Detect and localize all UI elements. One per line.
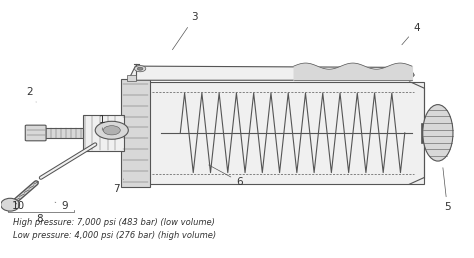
Text: 6: 6 (209, 165, 243, 187)
Polygon shape (128, 66, 414, 80)
Text: 7: 7 (113, 179, 124, 194)
Text: 3: 3 (173, 12, 198, 50)
Text: 5: 5 (443, 168, 451, 212)
Text: Low pressure: 4,000 psi (276 bar) (high volume): Low pressure: 4,000 psi (276 bar) (high … (12, 231, 216, 240)
Text: 10: 10 (12, 201, 25, 211)
Bar (143, 82, 424, 184)
Circle shape (103, 126, 120, 135)
Ellipse shape (0, 198, 19, 211)
Text: 9: 9 (55, 201, 68, 211)
Text: 8: 8 (36, 214, 43, 224)
Bar (421, 123, 430, 143)
Bar (128, 75, 136, 81)
Bar (121, 79, 150, 187)
FancyBboxPatch shape (25, 125, 46, 141)
Text: High pressure: 7,000 psi (483 bar) (low volume): High pressure: 7,000 psi (483 bar) (low … (12, 218, 214, 227)
Circle shape (95, 121, 128, 139)
Bar (83, 115, 124, 151)
Text: 1: 1 (99, 115, 106, 130)
Text: 2: 2 (27, 87, 36, 102)
Circle shape (137, 67, 143, 70)
Bar (43, 128, 83, 138)
Ellipse shape (423, 105, 453, 161)
Text: 4: 4 (402, 23, 420, 45)
Circle shape (135, 66, 146, 72)
